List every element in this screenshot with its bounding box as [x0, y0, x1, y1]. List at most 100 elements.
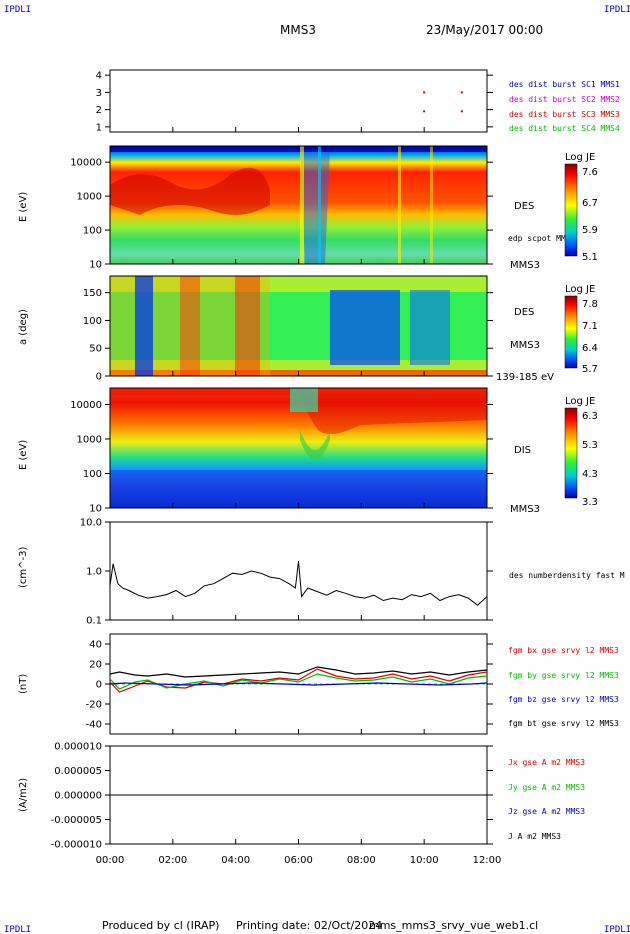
time-tick-label-6: 12:00	[473, 855, 502, 866]
density-legend: des numberdensity fast M	[509, 571, 625, 580]
colorbar-des-energy	[564, 163, 578, 257]
footer-filename: mms_mms3_srvy_vue_web1.cl	[369, 919, 538, 932]
des-energy-spectrogram	[110, 146, 487, 264]
dis-energy-spectrogram	[110, 388, 487, 508]
colorbar-des-pitch-tick-3: 5.7	[582, 364, 598, 375]
current-density-ytick-label-3: -0.000005	[51, 815, 102, 826]
colorbar-des-energy-tick-0: 7.6	[582, 167, 598, 178]
current-density-ytick-label-0: 0.000010	[54, 742, 102, 753]
current-density-ytick-label-2: 0.000000	[54, 791, 102, 802]
spacecraft-title: MMS3	[280, 23, 316, 37]
legend-j: J A m2 MMS3	[508, 832, 561, 841]
footer-produced-by: Produced by cl (IRAP)	[102, 919, 219, 932]
current-density-ylabel: (A/m2)	[18, 778, 29, 812]
density-lines	[110, 560, 487, 606]
current-density-y-axis: 0.000010 0.000005 0.000000 -0.000005 -0.0000…	[51, 742, 493, 851]
legend-jy: Jy gse A m2 MMS3	[508, 783, 585, 792]
des-energy-spacecraft: MMS3	[510, 260, 540, 271]
colorbar-des-energy-tick-2: 5.9	[582, 225, 598, 236]
des-pitch-ytick-label-1: 100	[83, 316, 102, 327]
des-pitch-spacecraft: MMS3	[510, 340, 540, 351]
density-ytick-label-0: 10.0	[80, 518, 102, 529]
magnetic-field-ytick-label-1: 20	[89, 660, 102, 671]
legend-mms3: des dist burst SC3 MMS3	[509, 110, 620, 119]
colorbar-des-pitch-tick-1: 7.1	[582, 321, 598, 332]
legend-by: fgm by gse srvy l2 MMS3	[508, 671, 619, 680]
burst-y-axis: 4 3 2 1	[96, 71, 493, 133]
legend-mms1: des dist burst SC1 MMS1	[509, 80, 620, 89]
density-ylabel: (cm^-3)	[18, 547, 29, 588]
magnetic-field-ytick-label-2: 0	[96, 680, 102, 691]
magnetic-field-ytick-label-0: 40	[89, 640, 102, 651]
dis-energy-panel: 10000 1000 100 10 E (eV) DIS MMS3 Log JE 6.…	[18, 387, 598, 515]
magnetic-field-lines	[110, 666, 487, 693]
des-energy-ytick-label-3: 10	[89, 260, 102, 271]
des-energy-species: DES	[514, 201, 534, 212]
des-pitch-ytick-label-3: 0	[96, 372, 102, 383]
des-energy-ytick-label-2: 100	[83, 226, 102, 237]
footer-printing-date: Printing date: 02/Oct/2024	[236, 919, 382, 932]
current-density-ytick-label-1: 0.000005	[54, 766, 102, 777]
burst-ytick-label-1: 3	[96, 88, 102, 99]
density-ytick-label-1: 1.0	[86, 567, 102, 578]
des-pitch-energy-range: 139-185 eV	[496, 372, 554, 383]
dis-energy-ylabel: E (eV)	[18, 440, 29, 470]
colorbar-dis-energy-tick-0: 6.3	[582, 411, 598, 422]
dis-energy-spacecraft: MMS3	[510, 504, 540, 515]
colorbar-des-energy-tick-1: 6.7	[582, 198, 598, 209]
dis-energy-ytick-label-1: 1000	[77, 434, 102, 445]
legend-mms4: des dist burst SC4 MMS4	[509, 124, 620, 133]
burst-ytick-label-2: 2	[96, 105, 102, 116]
des-energy-ytick-label-0: 10000	[70, 158, 102, 169]
density-y-axis: 10.0 1.0 0.1	[80, 518, 493, 627]
density-panel: 10.0 1.0 0.1 (cm^-3) des numberdensity fas…	[18, 518, 625, 627]
dis-energy-ytick-label-3: 10	[89, 504, 102, 515]
legend-jz: Jz gse A m2 MMS3	[508, 807, 585, 816]
time-tick-label-3: 06:00	[284, 855, 313, 866]
legend-bz: fgm bz gse srvy l2 MMS3	[508, 695, 619, 704]
time-tick-label-1: 02:00	[158, 855, 187, 866]
density-series-line	[110, 560, 487, 606]
density-ytick-label-2: 0.1	[86, 616, 102, 627]
dis-energy-ytick-label-2: 100	[83, 469, 102, 480]
des-pitch-species: DES	[514, 307, 534, 318]
colorbar-dis-energy-tick-1: 5.3	[582, 440, 598, 451]
time-tick-label-0: 00:00	[96, 855, 125, 866]
des-energy-note: edp scpot MMS3	[508, 234, 576, 243]
time-tick-label-5: 10:00	[410, 855, 439, 866]
corner-mark-bottom-right: IPDLI	[604, 925, 630, 934]
des-pitch-panel: 150 100 50 0 a (deg) DES MMS3 139-185 eV Lo…	[18, 275, 598, 383]
dis-energy-y-axis: 10000 1000 100 10	[70, 400, 493, 515]
magnetic-field-series-bz	[110, 682, 487, 686]
colorbar-dis-energy-tick-3: 3.3	[582, 497, 598, 508]
des-energy-ytick-label-1: 1000	[77, 192, 102, 203]
legend-bt: fgm bt gse srvy l2 MMS3	[508, 719, 619, 728]
des-pitch-ytick-label-0: 150	[83, 288, 102, 299]
burst-panel: 4 3 2 1 des dist burst SC1 MMS1 des dist bu…	[96, 69, 620, 133]
colorbar-dis-energy-tick-2: 4.3	[582, 469, 598, 480]
legend-mms2: des dist burst SC2 MMS2	[509, 95, 620, 104]
des-energy-ylabel: E (eV)	[18, 192, 29, 222]
colorbar-des-energy-label: Log JE	[565, 152, 595, 163]
colorbar-des-pitch-tick-2: 6.4	[582, 343, 598, 354]
burst-point-0	[423, 91, 426, 94]
magnetic-field-y-axis: 40 20 0 -20 -40	[86, 640, 493, 731]
magnetic-field-panel: 40 20 0 -20 -40 (nT) fgm bx gse srvy l2 MMS3…	[18, 633, 619, 735]
colorbar-dis-energy	[564, 407, 578, 499]
burst-ytick-label-0: 4	[96, 71, 102, 82]
time-tick-label-4: 08:00	[347, 855, 376, 866]
des-pitch-ylabel: a (deg)	[18, 309, 29, 345]
corner-mark-bottom-left: IPDLI	[4, 925, 31, 934]
dis-energy-ytick-label-0: 10000	[70, 400, 102, 411]
time-tick-label-2: 04:00	[221, 855, 250, 866]
magnetic-field-ytick-label-4: -40	[86, 720, 102, 731]
des-energy-panel: 10000 1000 100 10 E (eV) DES edp scpot MMS3…	[18, 145, 598, 271]
current-density-panel: 0.000010 0.000005 0.000000 -0.000005 -0.0000…	[18, 742, 585, 851]
burst-point-1	[460, 91, 463, 94]
corner-mark-top-left: IPDLI	[4, 5, 31, 15]
colorbar-dis-energy-label: Log JE	[565, 396, 595, 407]
burst-point-2	[423, 110, 426, 113]
des-energy-y-axis: 10000 1000 100 10	[70, 158, 493, 271]
legend-jx: Jx gse A m2 MMS3	[508, 758, 585, 767]
